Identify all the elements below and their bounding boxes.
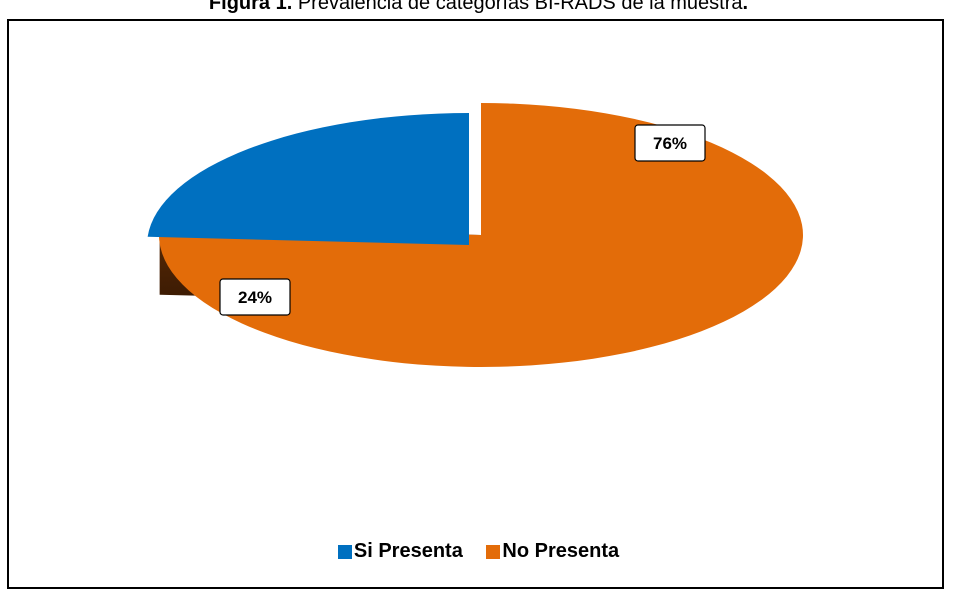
figure-caption-text: Prevalencia de categorías BI-RADS de la … [292,0,743,14]
pie-slice-no-presenta [158,103,804,367]
data-label-si-presenta: 24% [219,278,291,316]
data-label-text-no-presenta: 76% [653,134,687,153]
legend-label-si-presenta: Si Presenta [353,540,463,562]
figure-caption: Figura 1. Prevalencia de categorías BI-R… [0,0,957,14]
legend-swatch-no-presenta [486,544,501,559]
data-label-text-si-presenta: 24% [238,288,272,307]
data-label-box-si-presenta [219,278,291,316]
figure-caption-number: Figura 1. [208,0,293,14]
legend-label-no-presenta: No Presenta [502,540,620,562]
pie-slice-si-presenta [147,113,470,245]
data-label-box-no-presenta [634,124,706,162]
chart-legend: Si Presenta No Presenta [0,540,957,565]
legend-item-no-presenta: No Presenta [486,540,619,563]
figure-caption-period: . [742,0,749,14]
data-label-no-presenta: 76% [634,124,706,162]
legend-swatch-si-presenta [337,544,352,559]
legend-item-si-presenta: Si Presenta [337,540,463,563]
